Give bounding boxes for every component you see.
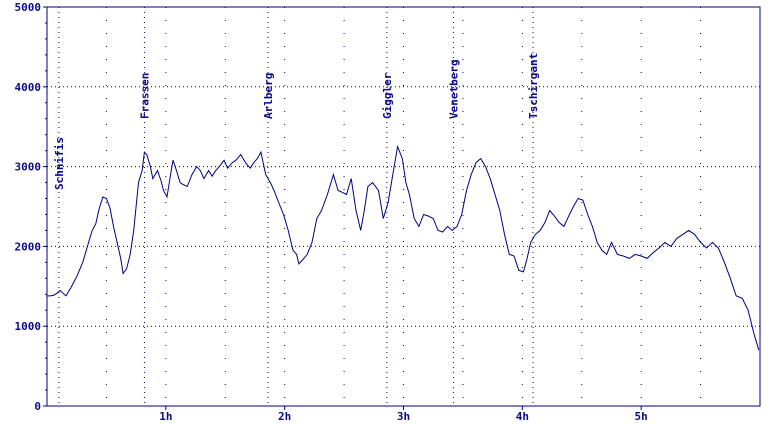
- waypoint-label: Frassen: [138, 73, 151, 119]
- x-tick-label: 1h: [159, 410, 172, 423]
- x-tick-label: 2h: [278, 410, 291, 423]
- plot-frame: [46, 6, 761, 407]
- y-tick-label: 5000: [15, 1, 42, 14]
- waypoint-label: Arlberg: [262, 73, 275, 119]
- y-tick-label: 4000: [15, 81, 42, 94]
- y-tick-label: 0: [34, 400, 41, 413]
- x-tick-label: 4h: [516, 410, 529, 423]
- plot-area: [47, 7, 760, 406]
- y-tick-label: 1000: [15, 320, 42, 333]
- waypoint-label: Tschirgant: [527, 53, 540, 119]
- waypoint-label: Venetberg: [447, 59, 460, 119]
- y-tick-label: 2000: [15, 240, 42, 253]
- x-tick-label: 5h: [635, 410, 648, 423]
- elevation-line: [47, 144, 760, 351]
- x-tick-label: 3h: [397, 410, 410, 423]
- axis-labels: 0 1000 2000 3000 4000 5000 1h 2h 3h 4h 5h Schnifis F…: [15, 1, 648, 423]
- waypoint-label: Giggler: [381, 72, 394, 119]
- y-tick-label: 3000: [15, 161, 42, 174]
- waypoint-label: Schnifis: [53, 137, 66, 190]
